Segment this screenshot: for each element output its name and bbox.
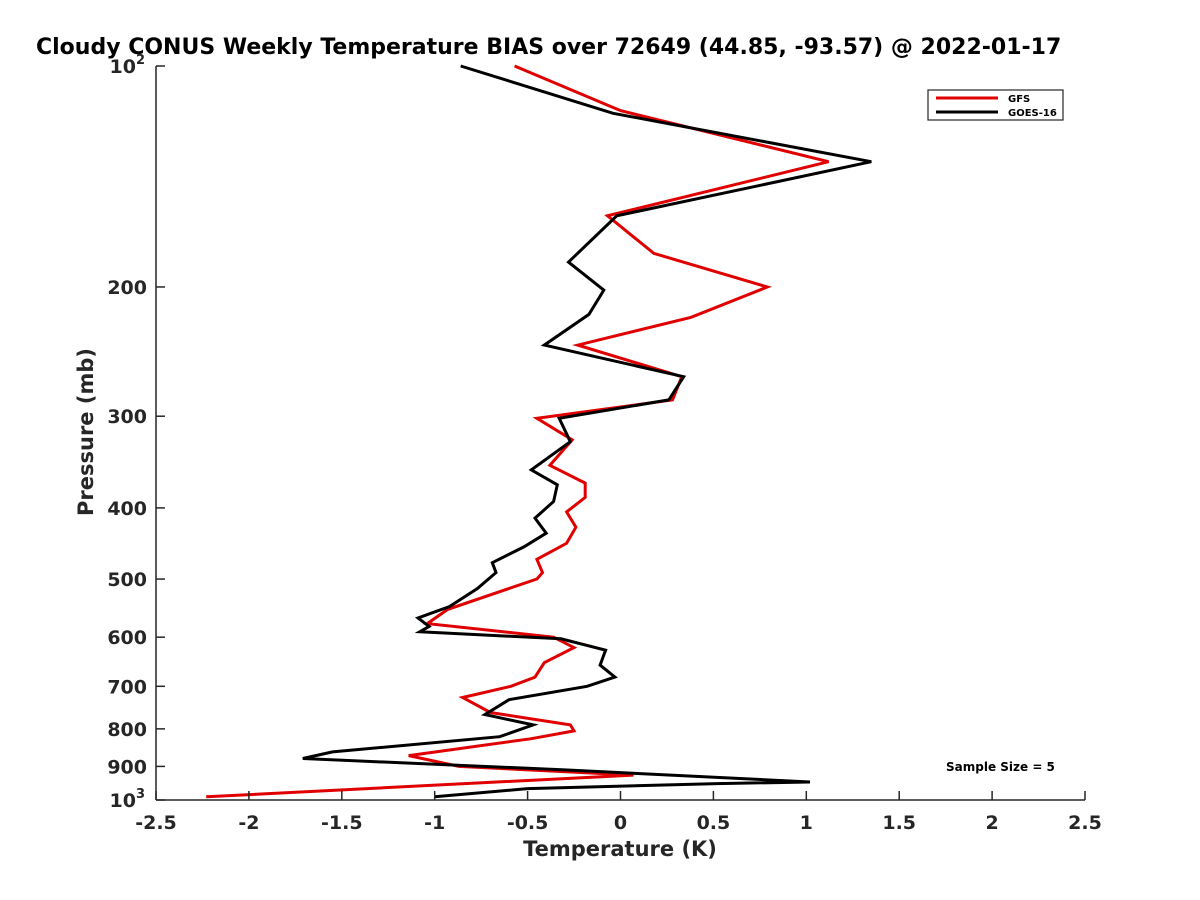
x-tick-label: 2 <box>985 812 998 834</box>
y-axis-label: Pressure (mb) <box>74 348 98 516</box>
y-tick-label: 300 <box>107 406 147 428</box>
x-tick-label: -1 <box>424 812 445 834</box>
y-tick-label: 103 <box>110 787 146 812</box>
series-line-goes-16 <box>302 64 872 799</box>
series-line-gfs <box>206 64 829 799</box>
legend-label-goes-16: GOES-16 <box>1008 108 1057 119</box>
chart-title: Cloudy CONUS Weekly Temperature BIAS ove… <box>36 35 1061 60</box>
x-tick-label: 1 <box>800 812 813 834</box>
y-tick-label: 102 <box>110 53 146 78</box>
sample-size-annotation: Sample Size = 5 <box>946 760 1055 774</box>
x-tick-label: 1.5 <box>882 812 916 834</box>
y-tick-label: 600 <box>107 627 147 649</box>
x-tick-label: -0.5 <box>507 812 549 834</box>
y-tick-label: 500 <box>107 569 147 591</box>
x-tick-label: 0 <box>614 812 627 834</box>
x-axis-label: Temperature (K) <box>523 837 717 861</box>
series-layer <box>206 64 872 799</box>
legend-label-gfs: GFS <box>1008 94 1030 105</box>
axes <box>155 66 1085 801</box>
y-tick-label: 400 <box>107 498 147 520</box>
x-tick-label: -2 <box>238 812 259 834</box>
y-tick-label: 200 <box>107 277 147 299</box>
x-tick-label: -1.5 <box>321 812 363 834</box>
x-tick-label: -2.5 <box>135 812 177 834</box>
x-axis-ticks: -2.5 -2 -1.5 -1 -0.5 0 0.5 1 1.5 2 2.5 <box>135 791 1102 834</box>
y-tick-label: 800 <box>107 719 147 741</box>
x-tick-label: 0.5 <box>697 812 731 834</box>
y-tick-label: 900 <box>107 756 147 778</box>
legend-box <box>927 89 1064 121</box>
y-tick-label: 700 <box>107 676 147 698</box>
x-tick-label: 2.5 <box>1068 812 1102 834</box>
legend: GFS GOES-16 <box>927 89 1064 121</box>
y-axis-ticks: 102 200 300 400 500 600 700 800 900 103 <box>107 53 165 812</box>
